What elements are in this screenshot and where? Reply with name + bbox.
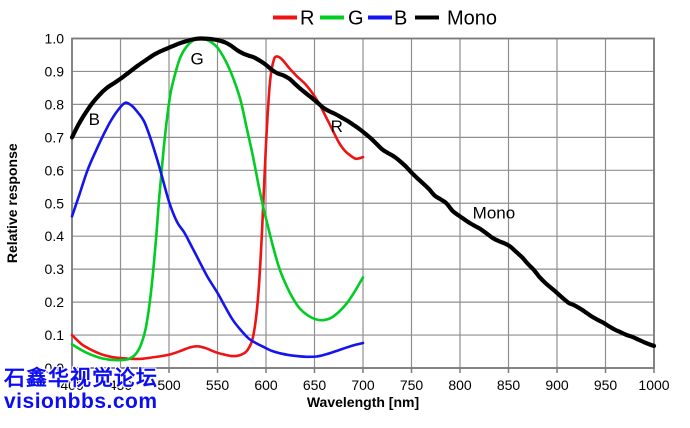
curve-label-g: G xyxy=(191,49,204,68)
legend-label-g: G xyxy=(348,8,364,30)
y-tick-label: 0.3 xyxy=(45,261,65,277)
legend-label-r: R xyxy=(300,8,314,30)
y-tick-label: 0.5 xyxy=(45,195,65,211)
y-tick-label: 0.1 xyxy=(45,327,65,343)
x-tick-label: 850 xyxy=(497,377,521,393)
legend-label-b: B xyxy=(394,8,407,30)
series-line-g xyxy=(70,37,365,362)
x-tick-label: 550 xyxy=(206,377,230,393)
series-line-mono xyxy=(69,36,657,348)
x-tick-label: 750 xyxy=(400,377,424,393)
x-tick-label: 450 xyxy=(109,377,133,393)
x-tick-label: 650 xyxy=(303,377,327,393)
x-tick-label: 900 xyxy=(545,377,569,393)
y-tick-label: 0.7 xyxy=(45,129,65,145)
y-axis-title: Relative response xyxy=(4,143,20,263)
x-tick-label: 400 xyxy=(60,377,84,393)
y-tick-label: 0.2 xyxy=(45,294,65,310)
y-tick-label: 0.0 xyxy=(45,360,65,376)
curve-label-r: R xyxy=(331,117,343,136)
y-tick-label: 1.0 xyxy=(45,31,65,47)
y-tick-label: 0.9 xyxy=(45,63,65,79)
x-axis-title: Wavelength [nm] xyxy=(307,394,419,410)
x-tick-label: 1000 xyxy=(638,377,669,393)
y-tick-label: 0.4 xyxy=(45,228,65,244)
legend-label-mono: Mono xyxy=(447,8,497,30)
x-tick-label: 800 xyxy=(448,377,472,393)
y-tick-label: 0.8 xyxy=(45,96,65,112)
curve-label-mono: Mono xyxy=(473,203,516,222)
x-tick-label: 950 xyxy=(594,377,618,393)
series-line-b xyxy=(70,101,365,359)
x-tick-label: 500 xyxy=(157,377,181,393)
x-tick-label: 700 xyxy=(351,377,375,393)
y-tick-label: 0.6 xyxy=(45,162,65,178)
x-tick-label: 600 xyxy=(254,377,278,393)
curve-label-b: B xyxy=(89,110,100,129)
